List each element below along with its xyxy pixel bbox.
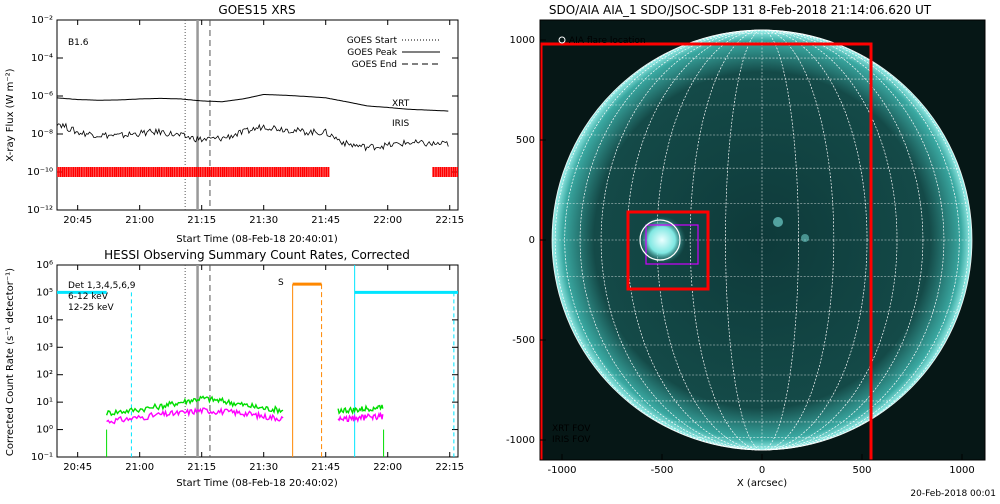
hessi-y-tick-label: 10¹: [36, 397, 53, 408]
goes-y-tick-label: 10⁻⁴: [31, 53, 53, 64]
hessi-s-label: S: [278, 278, 284, 288]
hessi-y-tick-label: 10⁻¹: [31, 452, 53, 463]
hessi-series-line: [106, 406, 284, 425]
goes-x-axis-label: Start Time (08-Feb-18 20:40:01): [176, 234, 338, 245]
goes-iris-label: IRIS: [392, 119, 410, 129]
aia-y-tick-label: 0: [529, 235, 535, 246]
hessi-plot-frame: [56, 264, 459, 458]
legend-goes-peak: GOES Peak: [347, 48, 397, 58]
hessi-legend: Det 1,3,4,5,6,9 6-12 keV 12-25 keV: [68, 281, 136, 313]
hessi-x-ticks: 20:45 21:00 21:15 21:30 21:45 22:00 22:15: [63, 265, 464, 473]
aia-y-tick-label: 1000: [510, 35, 535, 46]
goes-series-group: [57, 94, 449, 152]
aia-image-panel: SDO/AIA AIA_1 SDO/JSOC-SDP 131 8-Feb-201…: [506, 3, 986, 489]
hessi-y-tick-label: 10⁵: [36, 287, 53, 298]
legend-goes-start: GOES Start: [347, 36, 398, 46]
aia-iris-fov-label: IRIS FOV: [552, 435, 591, 445]
aia-x-tick-label: -500: [651, 465, 674, 476]
legend-goes-end: GOES End: [352, 60, 397, 70]
aia-x-tick-label: 500: [852, 465, 871, 476]
hessi-x-tick-label: 21:15: [187, 462, 216, 473]
goes-y-tick-label: 10⁻¹²: [27, 205, 53, 216]
goes-y-ticks: 10⁻¹² 10⁻¹⁰ 10⁻⁸ 10⁻⁶ 10⁻⁴ 10⁻²: [27, 15, 458, 216]
hessi-x-tick-label: 21:45: [311, 462, 340, 473]
legend-detectors: Det 1,3,4,5,6,9: [68, 281, 136, 291]
hessi-x-axis-label: Start Time (08-Feb-18 20:40:02): [176, 478, 338, 489]
aia-flare-legend-symbol: [558, 36, 566, 44]
limb-outline: [551, 29, 973, 451]
goes-x-tick-label: 20:45: [63, 215, 92, 226]
hessi-panel-title: HESSI Observing Summary Count Rates, Cor…: [104, 248, 410, 262]
hessi-x-tick-label: 20:45: [63, 462, 92, 473]
heliographic-grid: [551, 29, 973, 451]
goes-y-tick-label: 10⁻⁸: [31, 129, 53, 140]
aia-y-tick-label: 500: [516, 135, 535, 146]
hessi-y-tick-label: 10⁴: [36, 315, 53, 326]
aia-y-tick-label: -500: [512, 335, 535, 346]
hessi-y-tick-label: 10³: [36, 342, 53, 353]
goes-series-line: [57, 94, 449, 112]
goes-x-ticks: 20:45 21:00 21:15 21:30 21:45 22:00 22:15: [63, 20, 464, 226]
small-bright-region-2: [801, 234, 809, 242]
goes-y-tick-label: 10⁻⁶: [31, 91, 53, 102]
hessi-y-tick-label: 10²: [36, 370, 53, 381]
goes-x-tick-label: 21:45: [311, 215, 340, 226]
aia-y-tick-label: -1000: [506, 435, 535, 446]
hessi-y-tick-label: 10⁶: [36, 260, 53, 271]
aia-x-tick-label: 0: [759, 465, 765, 476]
goes-x-tick-label: 21:00: [125, 215, 154, 226]
aia-x-ticks: -1000 -500 0 500 1000: [547, 454, 975, 476]
goes-plot-frame: [56, 19, 459, 211]
xrt-coverage-bars: [57, 167, 458, 177]
aia-x-tick-label: -1000: [547, 465, 576, 476]
hessi-y-axis-label: Corrected Count Rate (s⁻¹ detector⁻¹): [5, 268, 16, 456]
aia-y-ticks: 1000 500 0 -500 -1000: [506, 35, 546, 446]
goes-x-tick-label: 21:15: [187, 215, 216, 226]
goes-xrt-label: XRT: [392, 99, 410, 109]
footer-timestamp: 20-Feb-2018 00:01: [910, 489, 996, 499]
aia-flare-location-marker: [639, 219, 681, 261]
legend-12-25-kev: 12-25 keV: [68, 303, 114, 313]
hessi-x-tick-label: 22:15: [435, 462, 464, 473]
goes-class-label: B1.6: [68, 38, 89, 48]
goes-series-line: [57, 122, 449, 152]
aia-xrt-fov-label: XRT FOV: [552, 424, 591, 434]
hessi-series-group: [105, 395, 384, 425]
small-bright-region: [773, 217, 783, 227]
hessi-series-line: [105, 395, 284, 417]
goes-time-markers: [184, 20, 211, 210]
goes-x-tick-label: 22:15: [435, 215, 464, 226]
xrt-fov-small: [626, 210, 710, 291]
hessi-state-lines: [57, 265, 458, 457]
xrt-fov-large: [540, 42, 873, 460]
legend-6-12-kev: 6-12 keV: [68, 292, 109, 302]
hessi-series-line: [337, 404, 384, 416]
hessi-time-markers: [184, 265, 211, 457]
iris-fov: [645, 224, 699, 265]
goes-xrs-panel: GOES15 XRS 20:45 21:00 21:15 21:30 21:45 22:0…: [5, 3, 464, 245]
goes-x-tick-label: 21:30: [249, 215, 278, 226]
aia-x-tick-label: 1000: [949, 465, 974, 476]
aia-panel-title: SDO/AIA AIA_1 SDO/JSOC-SDP 131 8-Feb-201…: [549, 3, 932, 17]
aia-flare-location-label: AIA flare location: [569, 36, 646, 46]
hessi-x-tick-label: 21:30: [249, 462, 278, 473]
hessi-x-tick-label: 22:00: [373, 462, 402, 473]
goes-legend: GOES Start GOES Peak GOES End: [347, 36, 440, 70]
hessi-panel: HESSI Observing Summary Count Rates, Cor…: [5, 248, 464, 489]
hessi-series-line: [337, 411, 384, 424]
hessi-x-tick-label: 21:00: [125, 462, 154, 473]
hessi-y-tick-label: 10⁰: [36, 425, 53, 436]
goes-y-tick-label: 10⁻²: [31, 15, 53, 26]
aia-x-axis-label: X (arcsec): [737, 478, 787, 489]
goes-y-axis-label: X-ray Flux (W m⁻²): [5, 68, 16, 161]
goes-y-tick-label: 10⁻¹⁰: [27, 167, 53, 178]
active-region-brightening: [638, 216, 686, 264]
goes-panel-title: GOES15 XRS: [218, 3, 295, 17]
goes-x-tick-label: 22:00: [373, 215, 402, 226]
